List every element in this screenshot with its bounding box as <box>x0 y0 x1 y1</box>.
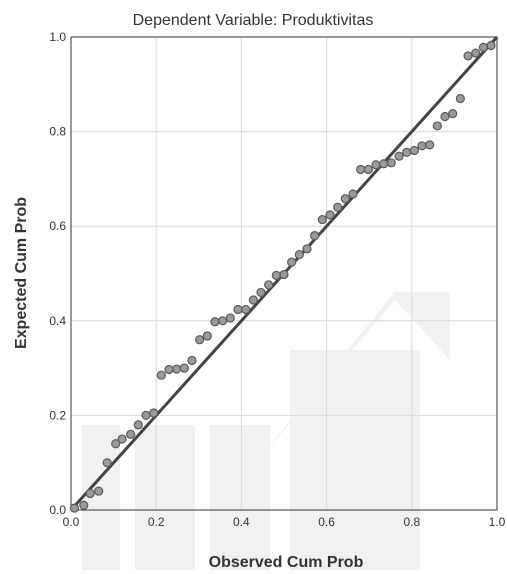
y-tick-label: 0.8 <box>49 125 66 139</box>
data-point <box>432 121 442 131</box>
data-point <box>210 317 220 327</box>
data-point <box>379 159 389 169</box>
data-point <box>440 111 450 122</box>
y-tick-label: 0.2 <box>49 408 66 422</box>
data-point <box>117 434 127 444</box>
data-point <box>340 194 350 204</box>
data-point <box>256 287 266 298</box>
data-point <box>302 244 312 254</box>
data-point <box>417 141 427 151</box>
data-point <box>172 364 182 374</box>
x-tick-label: 0.8 <box>403 515 420 529</box>
data-point <box>271 270 281 280</box>
data-point <box>218 316 228 326</box>
data-point <box>363 164 373 175</box>
y-tick-label: 1.0 <box>49 30 66 44</box>
y-tick-label: 0.0 <box>49 503 66 517</box>
x-tick-label: 0.0 <box>63 515 80 529</box>
data-point <box>149 408 159 418</box>
data-point <box>463 51 473 61</box>
data-point <box>455 93 465 104</box>
data-point <box>325 210 335 220</box>
data-point <box>179 363 189 373</box>
data-point <box>317 214 327 225</box>
data-point <box>102 458 112 468</box>
data-point <box>126 429 136 439</box>
data-point <box>69 503 80 513</box>
data-point <box>348 189 358 199</box>
data-point <box>133 420 143 430</box>
watermark-logo <box>82 292 450 570</box>
data-point <box>264 280 274 290</box>
data-point <box>471 48 481 58</box>
x-tick-label: 0.6 <box>318 515 335 529</box>
y-tick-labels: 0.0 0.2 0.4 0.6 0.8 1.0 <box>49 30 66 517</box>
data-point <box>202 331 212 341</box>
data-point <box>187 355 197 366</box>
data-point <box>233 304 243 315</box>
watermark-bar-4 <box>290 350 420 570</box>
data-point <box>402 147 412 158</box>
data-point <box>225 313 235 323</box>
x-tick-label: 1.0 <box>489 515 506 529</box>
data-point <box>141 410 151 420</box>
data-point <box>79 500 89 510</box>
data-point <box>333 202 343 212</box>
data-point <box>486 40 496 51</box>
data-point <box>85 488 95 499</box>
data-point <box>371 160 381 170</box>
data-point <box>294 249 304 260</box>
data-points <box>69 40 496 513</box>
x-tick-label: 0.2 <box>148 515 165 529</box>
data-point <box>164 364 174 375</box>
data-point <box>156 370 166 380</box>
y-tick-label: 0.4 <box>49 314 66 328</box>
data-point <box>425 140 435 150</box>
data-point <box>409 145 419 156</box>
y-tick-label: 0.6 <box>49 219 66 233</box>
chart-title: Dependent Variable: Produktivitas <box>133 12 374 29</box>
data-point <box>111 439 121 449</box>
watermark-bar-2 <box>135 425 195 570</box>
data-point <box>195 335 205 345</box>
x-tick-label: 0.4 <box>233 515 250 529</box>
watermark-roof <box>250 292 450 470</box>
data-point <box>248 295 258 305</box>
watermark-bar-3 <box>210 425 270 570</box>
data-point <box>478 42 488 53</box>
plot-area-frame <box>70 36 498 511</box>
data-point <box>287 257 297 267</box>
data-point <box>356 164 366 175</box>
x-axis-title: Observed Cum Prob <box>209 554 364 571</box>
data-point <box>448 109 458 119</box>
data-point <box>94 486 104 496</box>
data-point <box>310 231 320 241</box>
data-point <box>279 269 289 280</box>
y-axis-title: Expected Cum Prob <box>13 197 30 349</box>
data-point <box>241 304 251 315</box>
data-point <box>394 151 404 161</box>
x-tick-labels: 0.0 0.2 0.4 0.6 0.8 1.0 <box>63 515 506 529</box>
data-point <box>386 158 396 168</box>
